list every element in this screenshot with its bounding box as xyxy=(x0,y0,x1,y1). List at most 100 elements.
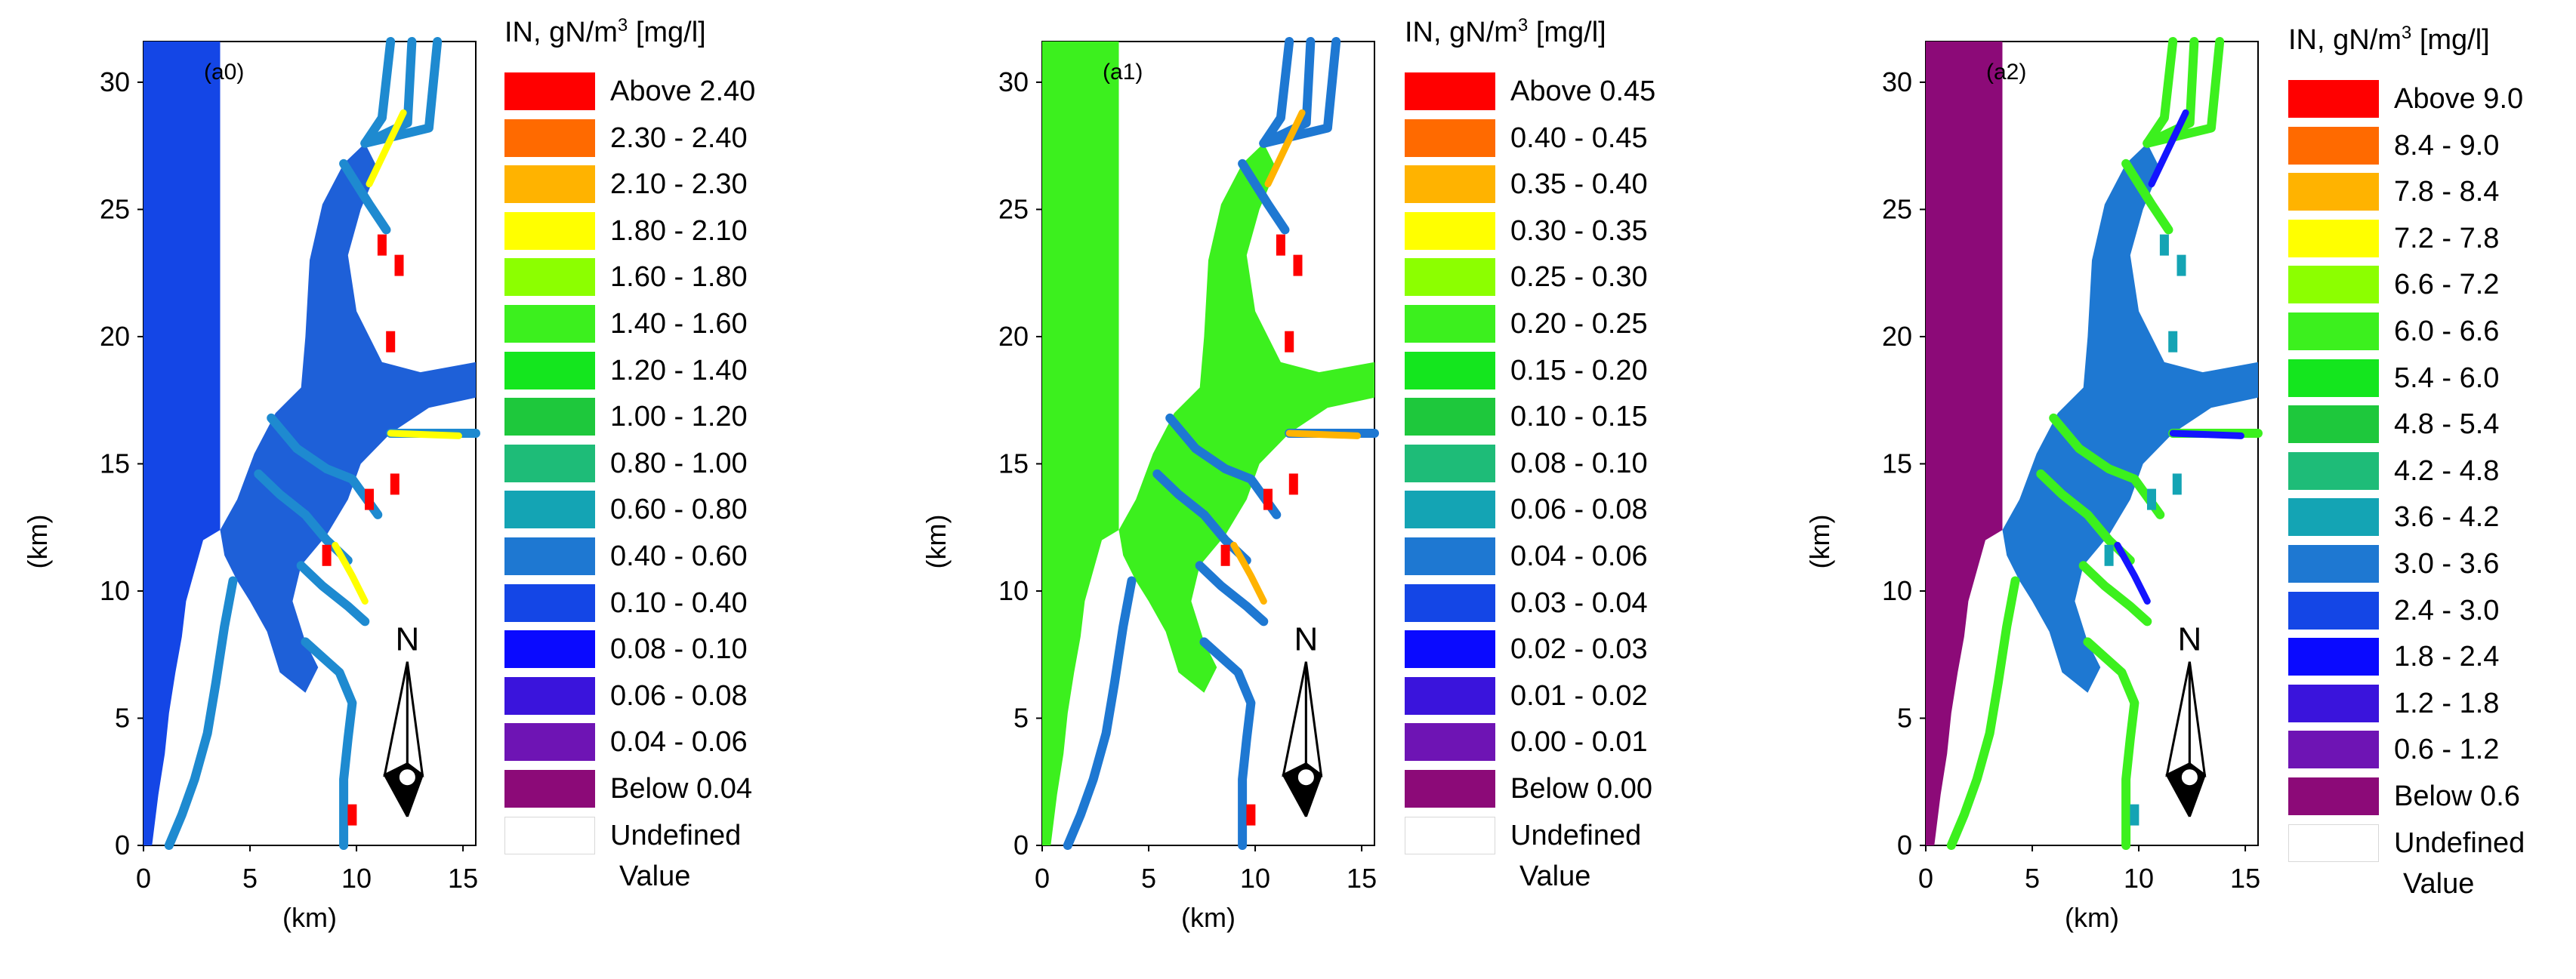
legend-label: 1.40 - 1.60 xyxy=(610,307,748,340)
legend-label: 3.6 - 4.2 xyxy=(2394,501,2500,534)
legend-label: 0.06 - 0.08 xyxy=(610,679,748,712)
legend-label: 0.60 - 0.80 xyxy=(610,494,748,526)
north-arrow: N xyxy=(1282,621,1323,817)
legend-label: Above 2.40 xyxy=(610,75,756,107)
north-label: N xyxy=(395,621,419,658)
river-channel xyxy=(301,637,357,850)
legend-label: 7.8 - 8.4 xyxy=(2394,176,2500,208)
concentration-zone xyxy=(332,541,369,605)
river-channel xyxy=(2078,561,2152,626)
legend-swatch xyxy=(504,630,595,669)
y-tick-label: 25 xyxy=(100,193,130,224)
panel-label: (a1) xyxy=(1103,60,1143,85)
legend-title: IN, gN/m3 [mg/l] xyxy=(1405,15,1606,48)
y-tick-label: 25 xyxy=(1882,193,1912,224)
river-channel xyxy=(2083,637,2139,850)
legend-label: 1.20 - 1.40 xyxy=(610,354,748,386)
x-tick-label: 15 xyxy=(2230,863,2260,894)
legend-label: Undefined xyxy=(1510,819,1642,851)
legend-label: 0.08 - 0.10 xyxy=(1510,447,1648,479)
legend-swatch xyxy=(1405,211,1495,250)
concentration-spot xyxy=(386,331,396,353)
x-axis-label: (km) xyxy=(2065,902,2119,933)
y-tick-label: 5 xyxy=(1897,702,1912,733)
concentration-zone xyxy=(2169,429,2244,439)
legend-label: Below 0.00 xyxy=(1510,772,1653,805)
x-tick-label: 10 xyxy=(1240,863,1270,894)
legend-swatch xyxy=(1405,398,1495,436)
legend-label: 6.0 - 6.6 xyxy=(2394,315,2500,347)
legend-label: 1.2 - 1.8 xyxy=(2394,687,2500,719)
legend-swatch xyxy=(1405,444,1495,482)
legend-label: Value xyxy=(619,860,691,892)
x-tick-label: 10 xyxy=(341,863,372,894)
legend-label: 6.6 - 7.2 xyxy=(2394,269,2500,301)
concentration-spot xyxy=(390,473,400,495)
y-axis-label: (km) xyxy=(1804,515,1835,569)
panel-a1: (a1) 0 5 10 15 0 5 10 15 20 25 30 (km) (km) N IN, gN/m… xyxy=(899,0,1745,979)
legend-label: 0.80 - 1.00 xyxy=(610,447,748,479)
legend-label: 0.04 - 0.06 xyxy=(1510,540,1648,572)
legend-swatch xyxy=(1405,630,1495,669)
estuary-body xyxy=(220,143,476,693)
legend-swatch xyxy=(1405,537,1495,575)
y-tick-label: 5 xyxy=(1013,702,1029,733)
legend-label: Undefined xyxy=(610,819,742,851)
river-channel xyxy=(267,413,383,519)
concentration-spot xyxy=(2176,254,2186,276)
legend-swatch xyxy=(504,258,595,297)
y-tick-label: 20 xyxy=(1882,321,1912,352)
concentration-spot xyxy=(2104,544,2114,566)
legend-swatch xyxy=(2288,451,2379,490)
y-tick-label: 20 xyxy=(100,321,130,352)
legend-label: 4.2 - 4.8 xyxy=(2394,454,2500,487)
legend-swatch xyxy=(2288,591,2379,630)
legend-label: 2.10 - 2.30 xyxy=(610,168,748,201)
panel-a0: (a0) 0 5 10 15 0 5 10 15 20 25 30 (km) (km) N IN, gN/m… xyxy=(0,0,861,979)
legend-swatch xyxy=(2288,266,2379,304)
legend-label: Above 0.45 xyxy=(1510,75,1656,107)
legend-label: 2.30 - 2.40 xyxy=(610,122,748,154)
panel-a2: (a2) 0 5 10 15 0 5 10 15 20 25 30 (km) (km) N IN, gN/m… xyxy=(1782,0,2576,979)
concentration-spot xyxy=(347,804,357,826)
river-channel xyxy=(1165,413,1282,519)
legend-label: 0.20 - 0.25 xyxy=(1510,307,1648,340)
legend-label: 0.25 - 0.30 xyxy=(1510,261,1648,294)
legend-swatch xyxy=(504,491,595,529)
legend-label: 0.30 - 0.35 xyxy=(1510,214,1648,247)
y-tick-label: 0 xyxy=(1897,830,1912,860)
river-channel xyxy=(360,37,443,148)
river-channel xyxy=(2121,159,2173,235)
legend-label: Below 0.6 xyxy=(2394,780,2520,812)
concentration-spot xyxy=(1263,488,1273,510)
legend-swatch xyxy=(1405,816,1495,854)
legend-swatch xyxy=(2288,405,2379,444)
legend-swatch xyxy=(1405,769,1495,808)
legend-label: 4.8 - 5.4 xyxy=(2394,408,2500,441)
estuary-body xyxy=(2002,143,2258,693)
legend-swatch xyxy=(504,304,595,343)
legend-label: Above 9.0 xyxy=(2394,83,2524,115)
y-tick-label: 15 xyxy=(998,448,1029,479)
map-a0: (a0) 0 5 10 15 0 5 10 15 20 25 30 (km) (km) N xyxy=(22,37,480,933)
y-tick-label: 10 xyxy=(998,575,1029,606)
legend-label: 1.8 - 2.4 xyxy=(2394,641,2500,673)
x-tick-label: 15 xyxy=(1347,863,1377,894)
legend-label: Undefined xyxy=(2394,827,2525,859)
y-tick-label: 0 xyxy=(1013,830,1029,860)
river-channel xyxy=(1063,576,1137,850)
x-tick-label: 10 xyxy=(2124,863,2154,894)
legend-swatch xyxy=(1405,258,1495,297)
x-tick-label: 5 xyxy=(242,863,258,894)
y-tick-label: 10 xyxy=(100,575,130,606)
panel-label: (a0) xyxy=(204,60,244,85)
river-channel xyxy=(1259,37,1341,148)
legend-swatch xyxy=(2288,777,2379,815)
legend-swatch xyxy=(1405,119,1495,157)
legend-swatch xyxy=(504,211,595,250)
legend-label: 0.10 - 0.40 xyxy=(610,586,748,619)
legend-label: 0.35 - 0.40 xyxy=(1510,168,1648,201)
sea-region xyxy=(143,42,221,845)
concentration-spot xyxy=(1285,331,1294,353)
legend-swatch xyxy=(2288,359,2379,397)
